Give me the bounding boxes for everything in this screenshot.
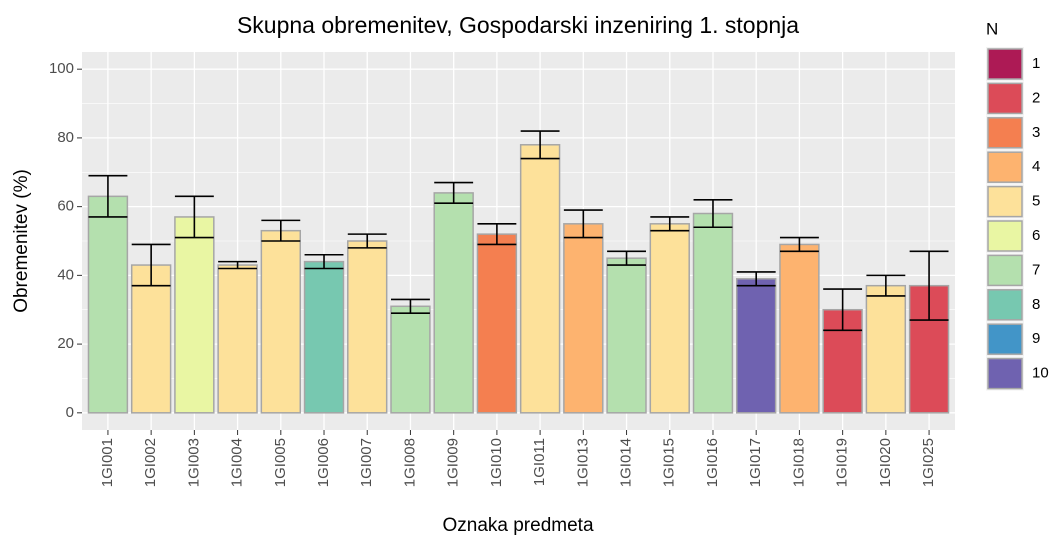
x-tick-label: 1GI009: [445, 438, 462, 487]
legend-swatch: [987, 220, 1023, 252]
x-tick-label: 1GI004: [229, 438, 246, 487]
bar: [390, 305, 431, 414]
legend-swatch: [987, 151, 1023, 183]
error-bar: [218, 260, 258, 270]
y-tick-label: 40: [57, 266, 74, 283]
x-tick-label: 1GI005: [272, 438, 289, 487]
legend-swatch: [987, 323, 1023, 355]
bar: [649, 223, 690, 414]
x-tick-label: 1GI001: [99, 438, 116, 487]
y-tick-label: 100: [49, 60, 74, 77]
y-tick-label: 20: [57, 335, 74, 352]
x-tick-label: 1GI007: [358, 438, 375, 487]
legend-label: 5: [1032, 193, 1040, 210]
x-tick-label: 1GI011: [531, 438, 548, 486]
error-bar: [174, 195, 214, 239]
bar: [217, 264, 258, 414]
legend-swatch: [987, 185, 1023, 218]
legend-label: 8: [1032, 296, 1040, 313]
bar: [87, 195, 129, 414]
x-tick-label: 1GI006: [315, 438, 332, 487]
x-tick-label: 1GI016: [704, 438, 721, 487]
bar: [347, 240, 388, 414]
bar: [303, 260, 345, 414]
error-bar: [866, 274, 906, 297]
legend-label: 10: [1032, 365, 1049, 382]
legend-label: 2: [1032, 89, 1040, 106]
bar: [692, 212, 734, 414]
x-tick-label: 1GI015: [661, 438, 678, 487]
bar: [130, 264, 172, 414]
x-tick-label: 1GI013: [574, 438, 591, 487]
y-axis-title: Obremenitev (%): [11, 169, 32, 313]
bar: [174, 216, 215, 414]
error-bar: [391, 298, 430, 314]
bar: [260, 229, 302, 414]
x-tick-label: 1GI002: [142, 438, 159, 487]
x-axis-title: Oznaka predmeta: [442, 515, 593, 536]
legend-label: 1: [1032, 55, 1040, 72]
x-tick-label: 1GI014: [618, 438, 635, 487]
y-tick-label: 80: [57, 129, 74, 146]
error-bar: [347, 233, 387, 249]
error-bar: [131, 243, 171, 287]
error-bar: [909, 250, 949, 321]
error-bar: [434, 181, 474, 204]
legend-title: N: [986, 19, 998, 38]
error-bar: [693, 198, 733, 229]
x-tick-label: 1GI008: [401, 438, 418, 487]
legend-label: 3: [1032, 124, 1040, 141]
legend-swatch: [987, 357, 1023, 390]
bar: [563, 223, 604, 414]
error-bar: [88, 174, 128, 218]
chart-title: Skupna obremenitev, Gospodarski inzeniri…: [237, 12, 799, 38]
error-bar: [736, 271, 776, 287]
bar: [865, 284, 907, 414]
legend-swatch: [987, 254, 1023, 287]
legend-swatch: [987, 117, 1023, 149]
error-bar: [520, 130, 560, 160]
legend-swatch: [987, 289, 1023, 321]
x-tick-label: 1GI003: [185, 438, 202, 487]
error-bar: [823, 288, 863, 332]
x-tick-label: 1GI010: [488, 438, 505, 487]
bar: [606, 257, 647, 414]
x-tick-label: 1GI018: [790, 438, 807, 487]
error-bar: [477, 223, 517, 246]
y-tick-label: 60: [57, 198, 74, 215]
bar: [433, 192, 474, 414]
error-bar: [607, 250, 646, 266]
legend-label: 7: [1032, 261, 1040, 278]
legend-label: 4: [1032, 158, 1040, 175]
legend-label: 9: [1032, 330, 1040, 347]
y-tick-label: 0: [66, 404, 74, 421]
error-bar: [563, 209, 603, 239]
legend-swatch: [987, 48, 1023, 80]
legend-label: 6: [1032, 227, 1040, 244]
x-tick-label: 1GI020: [877, 438, 894, 487]
bar: [736, 278, 777, 414]
bar: [476, 233, 518, 414]
error-bar: [261, 219, 301, 242]
error-bar: [650, 216, 690, 232]
error-bar: [779, 236, 819, 253]
bar: [519, 144, 561, 414]
legend-swatch: [987, 82, 1023, 115]
x-tick-label: 1GI017: [747, 438, 764, 487]
bar: [779, 243, 820, 414]
x-tick-label: 1GI019: [834, 438, 851, 487]
x-tick-label: 1GI025: [920, 438, 937, 487]
error-bar: [304, 253, 344, 270]
